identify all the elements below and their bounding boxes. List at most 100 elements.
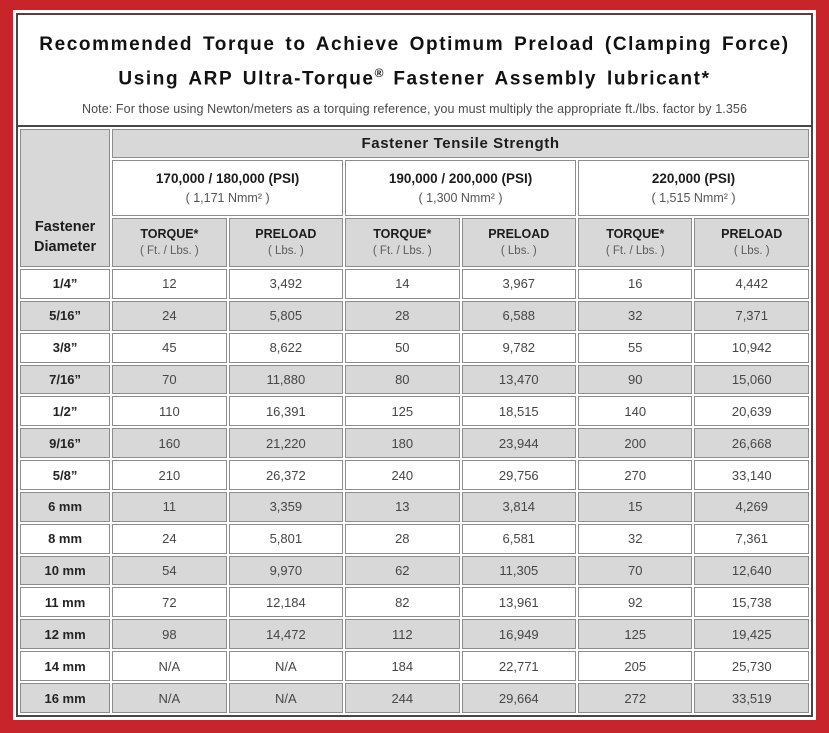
preload-unit: ( Lbs. ): [267, 245, 304, 258]
preload-value-cell: 6,581: [461, 523, 577, 554]
torque-value-cell: 13: [345, 491, 460, 522]
preload-value-cell: 12,184: [228, 587, 344, 618]
preload-value-cell: 10,942: [694, 332, 809, 363]
preload-value-cell: 7,361: [694, 523, 809, 554]
torque-label: TORQUE*: [606, 227, 665, 242]
psi-label: 190,000 / 200,000 (PSI): [388, 170, 533, 186]
note-text: Note: For those using Newton/meters as a…: [81, 102, 747, 117]
torque-value-cell: 24: [112, 523, 227, 554]
table-row: 5/16” 24 5,805 28 6,588 32 7,371: [20, 300, 809, 331]
torque-value-cell: 15: [578, 491, 693, 522]
torque-value-cell: 62: [345, 555, 460, 586]
nmm-label: ( 1,300 Nmm² ): [418, 190, 503, 205]
torque-value-cell: 180: [345, 428, 460, 459]
preload-subheader-cell: PRELOAD ( Lbs. ): [694, 217, 809, 268]
psi-label: 170,000 / 180,000 (PSI): [155, 170, 300, 186]
nmm-label: ( 1,515 Nmm² ): [651, 190, 736, 205]
page-title-line2: Using ARP Ultra-Torque® Fastener Assembl…: [18, 59, 811, 93]
torque-value-cell: 200: [578, 428, 693, 459]
torque-value-cell: 240: [345, 460, 460, 490]
torque-value-cell: 125: [345, 396, 460, 427]
torque-value-cell: 70: [578, 555, 693, 586]
torque-label: TORQUE*: [140, 227, 199, 242]
torque-value-cell: 160: [112, 428, 227, 459]
preload-value-cell: 25,730: [694, 651, 809, 681]
title-line2-pre: Using ARP Ultra-Torque: [118, 68, 375, 90]
torque-subheader-cell: TORQUE* ( Ft. / Lbs. ): [112, 217, 227, 268]
preload-value-cell: 29,664: [461, 683, 577, 713]
torque-value-cell: 244: [345, 683, 460, 713]
fastener-diameter-cell: 6 mm: [20, 491, 111, 522]
torque-value-cell: 92: [578, 587, 693, 618]
preload-value-cell: 13,470: [461, 364, 577, 395]
torque-value-cell: N/A: [112, 683, 227, 713]
header-row-psi-groups: 170,000 / 180,000 (PSI) ( 1,171 Nmm² ) 1…: [20, 160, 809, 216]
torque-unit: ( Ft. / Lbs. ): [605, 245, 665, 258]
torque-value-cell: 110: [112, 396, 227, 427]
row-header-line1: Fastener: [34, 219, 96, 236]
preload-value-cell: 5,805: [228, 300, 344, 331]
title-block: Recommended Torque to Achieve Optimum Pr…: [18, 15, 811, 125]
torque-value-cell: 70: [112, 364, 227, 395]
torque-value-cell: 80: [345, 364, 460, 395]
preload-value-cell: 33,519: [694, 683, 809, 713]
preload-value-cell: 15,060: [694, 364, 809, 395]
torque-value-cell: 32: [578, 523, 693, 554]
fastener-diameter-cell: 1/4”: [20, 269, 111, 299]
torque-label: TORQUE*: [373, 227, 432, 242]
fastener-diameter-cell: 5/16”: [20, 300, 111, 331]
fastener-diameter-cell: 7/16”: [20, 364, 111, 395]
fastener-diameter-cell: 9/16”: [20, 428, 111, 459]
preload-value-cell: 14,472: [228, 619, 344, 650]
preload-value-cell: 26,372: [228, 460, 344, 490]
preload-label: PRELOAD: [255, 227, 317, 242]
preload-value-cell: 29,756: [461, 460, 577, 490]
psi-label: 220,000 (PSI): [651, 170, 736, 186]
table-row: 3/8” 45 8,622 50 9,782 55 10,942: [20, 332, 809, 363]
row-header-line2: Diameter: [34, 239, 97, 256]
preload-unit: ( Lbs. ): [500, 245, 537, 258]
torque-value-cell: 98: [112, 619, 227, 650]
header-row-tensile-strength: Fastener Diameter Fastener Tensile Stren…: [20, 129, 809, 268]
torque-value-cell: 28: [345, 300, 460, 331]
title-line2-post: Fastener Assembly lubricant*: [383, 68, 711, 90]
table-row: 5/8” 210 26,372 240 29,756 270 33,140: [20, 460, 809, 490]
table-row: 10 mm 54 9,970 62 11,305 70 12,640: [20, 555, 809, 586]
preload-value-cell: 18,515: [461, 396, 577, 427]
preload-value-cell: 3,492: [228, 269, 344, 299]
preload-value-cell: 23,944: [461, 428, 577, 459]
fastener-diameter-cell: 3/8”: [20, 332, 111, 363]
preload-value-cell: 19,425: [694, 619, 809, 650]
preload-value-cell: 9,782: [461, 332, 577, 363]
fastener-diameter-cell: 12 mm: [20, 619, 111, 650]
preload-value-cell: 33,140: [694, 460, 809, 490]
torque-value-cell: 24: [112, 300, 227, 331]
inner-white-strip: Recommended Torque to Achieve Optimum Pr…: [13, 10, 816, 720]
preload-value-cell: 16,949: [461, 619, 577, 650]
table-row: 6 mm 11 3,359 13 3,814 15 4,269: [20, 491, 809, 522]
preload-value-cell: 3,967: [461, 269, 577, 299]
preload-value-cell: 6,588: [461, 300, 577, 331]
torque-value-cell: 45: [112, 332, 227, 363]
torque-value-cell: 28: [345, 523, 460, 554]
fastener-diameter-cell: 11 mm: [20, 587, 111, 618]
psi-group-cell-170-180: 170,000 / 180,000 (PSI) ( 1,171 Nmm² ): [112, 160, 344, 216]
table-row: 7/16” 70 11,880 80 13,470 90 15,060: [20, 364, 809, 395]
tensile-strength-header-cell: Fastener Tensile Strength: [112, 129, 809, 159]
preload-value-cell: N/A: [228, 683, 344, 713]
table-row: 16 mm N/A N/A 244 29,664 272 33,519: [20, 683, 809, 713]
preload-value-cell: 26,668: [694, 428, 809, 459]
torque-value-cell: 14: [345, 269, 460, 299]
torque-value-cell: 184: [345, 651, 460, 681]
torque-value-cell: 55: [578, 332, 693, 363]
fastener-diameter-cell: 1/2”: [20, 396, 111, 427]
preload-value-cell: 9,970: [228, 555, 344, 586]
torque-table: Fastener Diameter Fastener Tensile Stren…: [18, 125, 811, 715]
psi-group-cell-220: 220,000 (PSI) ( 1,515 Nmm² ): [578, 160, 809, 216]
document-content: Recommended Torque to Achieve Optimum Pr…: [16, 13, 813, 717]
preload-subheader-cell: PRELOAD ( Lbs. ): [461, 217, 577, 268]
psi-group-cell-190-200: 190,000 / 200,000 (PSI) ( 1,300 Nmm² ): [345, 160, 577, 216]
fastener-diameter-cell: 14 mm: [20, 651, 111, 681]
table-row: 11 mm 72 12,184 82 13,961 92 15,738: [20, 587, 809, 618]
